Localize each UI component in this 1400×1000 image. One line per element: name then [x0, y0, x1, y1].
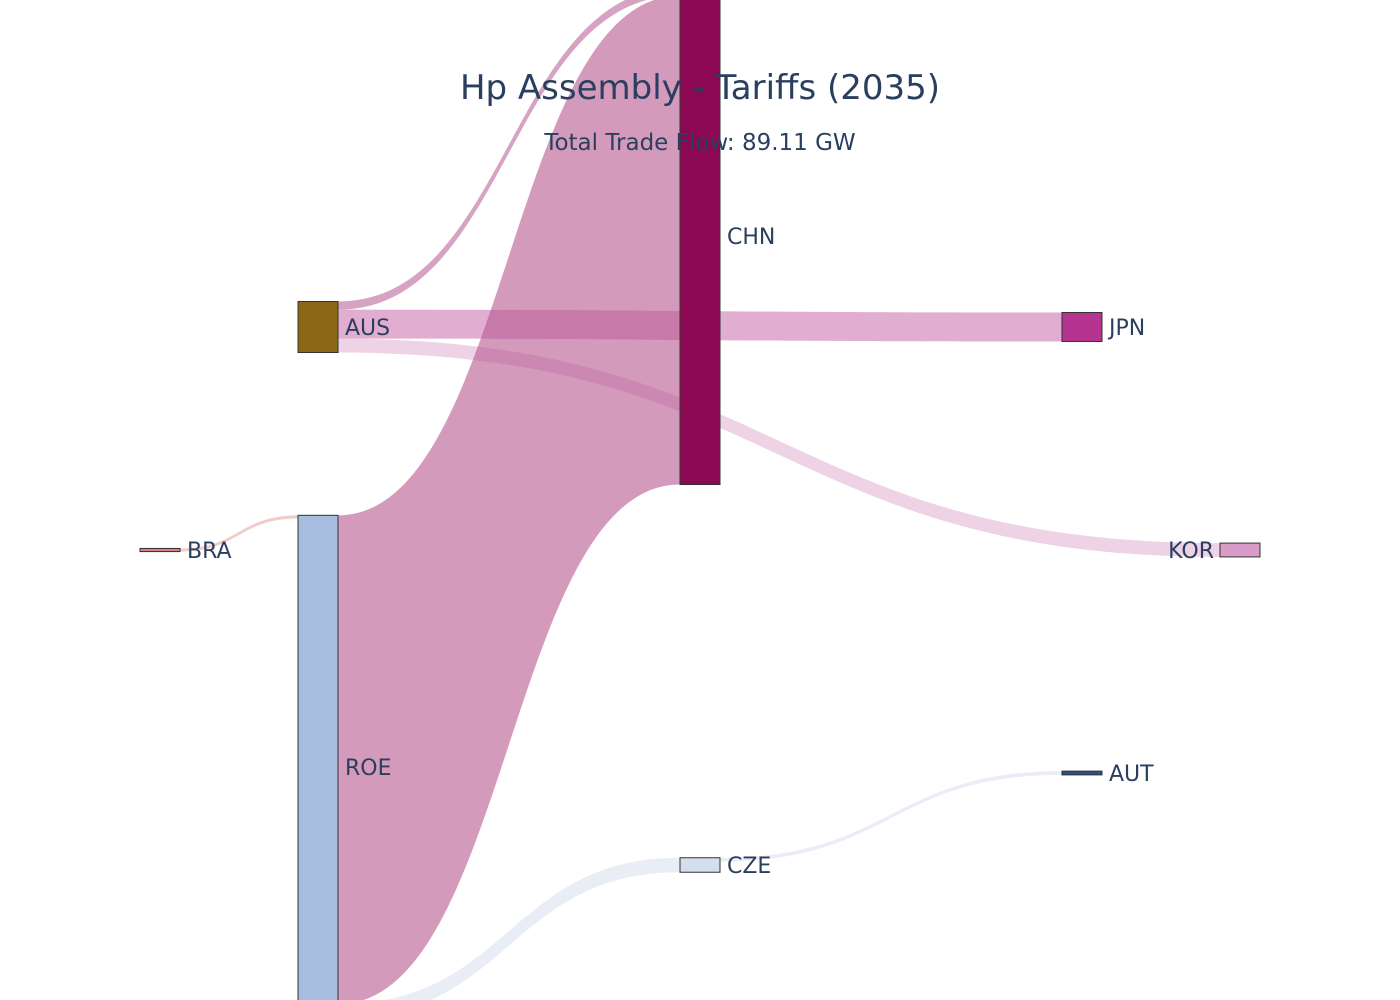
link-roe-to-cze[interactable]: [338, 857, 680, 1000]
sankey-labels: AUS BRA ROE CHN CZE JPN KOR AUT: [187, 225, 1214, 879]
node-label-chn: CHN: [727, 225, 775, 250]
node-label-bra: BRA: [187, 539, 232, 564]
node-aut[interactable]: [1061, 770, 1103, 776]
node-label-cze: CZE: [727, 854, 771, 879]
link-aus-to-kor[interactable]: [338, 338, 1220, 557]
sankey-links: [180, 0, 1220, 1000]
node-label-aut: AUT: [1109, 762, 1154, 787]
node-label-kor: KOR: [1168, 539, 1214, 564]
link-roe-to-chn[interactable]: [338, 0, 680, 1000]
node-label-roe: ROE: [345, 756, 392, 781]
chart-subtitle: Total Trade Flow: 89.11 GW: [543, 130, 855, 156]
node-jpn[interactable]: [1061, 312, 1103, 342]
node-chn[interactable]: [679, 0, 721, 486]
node-roe[interactable]: [297, 514, 339, 1000]
sankey-nodes: [139, 0, 1261, 1000]
node-kor[interactable]: [1219, 542, 1261, 558]
node-label-aus: AUS: [345, 316, 390, 341]
node-bra[interactable]: [139, 547, 181, 553]
link-bra-to-roe[interactable]: [180, 515, 298, 552]
chart-title: Hp Assembly - Tariffs (2035): [460, 68, 940, 108]
node-cze[interactable]: [679, 857, 721, 873]
node-aus[interactable]: [297, 300, 339, 354]
link-cze-to-aut[interactable]: [720, 771, 1062, 862]
node-label-jpn: JPN: [1107, 316, 1145, 341]
